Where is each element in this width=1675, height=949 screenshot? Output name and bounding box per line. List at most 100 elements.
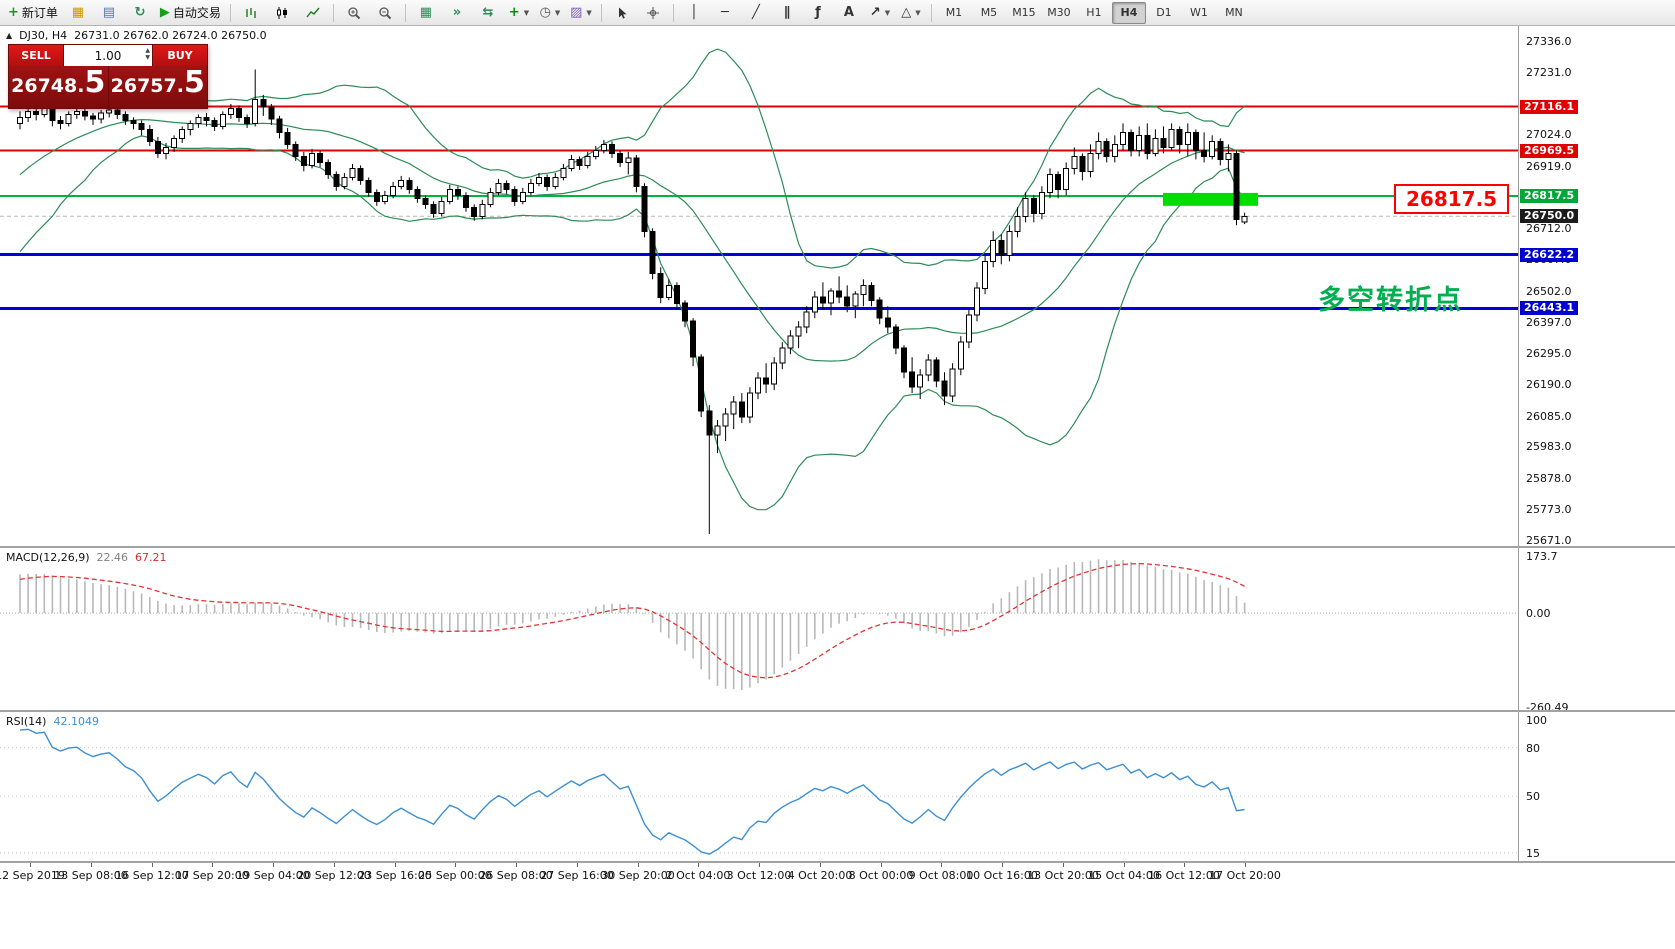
candlestick-chart-canvas[interactable] <box>0 26 1518 546</box>
price-axis-label: 26397.0 <box>1526 316 1572 329</box>
auto-scroll-button[interactable]: » <box>442 2 472 24</box>
shapes-button[interactable]: △ ▼ <box>896 2 926 24</box>
volume-spinner[interactable]: ▲ ▼ <box>145 47 150 61</box>
ohlc-values-label: 26731.0 26762.0 26724.0 26750.0 <box>74 29 267 42</box>
annotation-price-box: 26817.5 <box>1394 184 1510 214</box>
time-axis-tick <box>1002 863 1003 867</box>
fibonacci-button[interactable]: ƒ <box>803 2 833 24</box>
vertical-line-button[interactable]: │ <box>679 2 709 24</box>
time-axis-tick <box>212 863 213 867</box>
data-window-icon: ▤ <box>102 5 116 20</box>
time-axis-tick <box>820 863 821 867</box>
tile-windows-button[interactable]: ▦ <box>411 2 441 24</box>
candlestick-button[interactable] <box>267 2 297 24</box>
sell-button[interactable]: SELL <box>9 45 63 66</box>
price-axis: 27336.027231.027024.026919.026712.026607… <box>1518 26 1675 861</box>
toolbar-separator <box>229 3 231 22</box>
rsi-panel[interactable]: RSI(14) 42.1049 <box>0 712 1518 861</box>
indicators-button[interactable]: + ▼ <box>504 2 534 24</box>
indicators-icon: + <box>508 5 520 20</box>
buy-button[interactable]: BUY <box>153 45 207 66</box>
time-axis-label: 2 Oct 04:00 <box>665 869 731 882</box>
channel-button[interactable]: ∥ <box>772 2 802 24</box>
time-axis-label: 16 Oct 12:00 <box>1148 869 1220 882</box>
sell-price-pips: 5 <box>84 65 106 100</box>
timeframe-h4[interactable]: H4 <box>1111 1 1146 24</box>
timeframe-m15[interactable]: M15 <box>1012 6 1036 19</box>
price-axis-label: 26190.0 <box>1526 378 1572 391</box>
price-chart-panel[interactable]: ▲ DJ30, H4 26731.0 26762.0 26724.0 26750… <box>0 26 1518 546</box>
price-axis-label: 27336.0 <box>1526 35 1572 48</box>
price-axis-label: 25773.0 <box>1526 503 1572 516</box>
toolbar-separator <box>672 3 674 22</box>
time-axis-tick <box>1063 863 1064 867</box>
price-axis-label: 25878.0 <box>1526 472 1572 485</box>
templates-button[interactable]: ▨ ▼ <box>566 2 596 24</box>
macd-label: MACD(12,26,9) 22.46 67.21 <box>6 551 167 564</box>
buy-price[interactable]: 26757. 5 <box>109 66 208 108</box>
one-click-panel-toggle-icon[interactable]: ▲ <box>6 31 13 40</box>
dropdown-caret-icon: ▼ <box>884 8 891 17</box>
bar-chart-button[interactable] <box>236 2 266 24</box>
macd-value: 22.46 <box>96 551 129 564</box>
time-axis-label: 10 Oct 16:00 <box>966 869 1038 882</box>
macd-panel[interactable]: MACD(12,26,9) 22.46 67.21 <box>0 548 1518 710</box>
time-axis-tick <box>395 863 396 867</box>
macd-scale-label: 0.00 <box>1526 607 1551 620</box>
zoom-in-icon <box>348 6 361 19</box>
zoom-out-button[interactable] <box>370 2 400 24</box>
zoom-in-button[interactable] <box>339 2 369 24</box>
time-axis-tick <box>516 863 517 867</box>
trendline-button[interactable]: ╱ <box>741 2 771 24</box>
volume-input[interactable]: 1.00 ▲ ▼ <box>63 45 153 66</box>
price-axis-label: 25671.0 <box>1526 534 1572 547</box>
channel-icon: ∥ <box>783 5 791 20</box>
timeframe-m30[interactable]: M30 <box>1047 6 1071 19</box>
timeframe-d1[interactable]: D1 <box>1156 6 1172 19</box>
macd-chart-canvas[interactable] <box>0 548 1518 710</box>
timeframe-mn[interactable]: MN <box>1225 6 1243 19</box>
spin-down-icon[interactable]: ▼ <box>145 54 150 62</box>
chart-shift-button[interactable]: ⇆ <box>473 2 503 24</box>
horizontal-line-button[interactable]: ─ <box>710 2 740 24</box>
time-axis-label: 30 Sep 20:00 <box>601 869 675 882</box>
time-axis-label: 8 Oct 00:00 <box>848 869 914 882</box>
macd-scale-label: -260.49 <box>1526 701 1569 714</box>
rsi-name: RSI(14) <box>6 715 47 728</box>
price-axis-label: 26712.0 <box>1526 222 1572 235</box>
spin-up-icon[interactable]: ▲ <box>145 47 150 54</box>
autotrade-button[interactable]: ▶ 自动交易 <box>156 2 225 24</box>
candlestick-icon <box>276 6 287 19</box>
crosshair-button[interactable] <box>638 2 668 24</box>
price-axis-label: 27024.0 <box>1526 128 1572 141</box>
timeframe-m5[interactable]: M5 <box>980 6 998 19</box>
time-axis-label: 12 Sep 2019 <box>0 869 65 882</box>
sell-price[interactable]: 26748. 5 <box>9 66 109 108</box>
new-order-button[interactable]: + 新订单 <box>4 2 62 24</box>
crosshair-icon <box>646 6 659 19</box>
time-axis-label: 17 Oct 20:00 <box>1209 869 1281 882</box>
arrows-button[interactable]: ↗ ▼ <box>865 2 895 24</box>
macd-name: MACD(12,26,9) <box>6 551 90 564</box>
new-order-button-label: 新订单 <box>21 6 58 20</box>
autotrade-button-label: 自动交易 <box>172 6 221 20</box>
rsi-chart-canvas[interactable] <box>0 712 1518 861</box>
rsi-scale-label: 80 <box>1526 742 1540 755</box>
timeframe-w1[interactable]: W1 <box>1190 6 1208 19</box>
timeframe-h1[interactable]: H1 <box>1086 6 1102 19</box>
cursor-button[interactable] <box>607 2 637 24</box>
time-axis-label: 16 Sep 12:00 <box>115 869 189 882</box>
dropdown-caret-icon: ▼ <box>554 8 561 17</box>
panel-separator[interactable] <box>0 546 1675 548</box>
line-chart-button[interactable] <box>298 2 328 24</box>
toolbar: + 新订单 ▦ ▤ ↻ ▶ 自动交易 ▦» ⇆ + ▼ ◷ ▼ ▨ ▼ │ ─ ╱ ∥ ƒ A ↗ ▼ △ ▼ M1 M5 M15 M3… <box>0 0 1675 26</box>
timeframe-m1[interactable]: M1 <box>945 6 963 19</box>
market-watch-button[interactable]: ▦ <box>63 2 93 24</box>
text-button[interactable]: A <box>834 2 864 24</box>
rsi-scale-label: 100 <box>1526 714 1547 727</box>
price-axis-label: 26085.0 <box>1526 410 1572 423</box>
panel-separator[interactable] <box>0 710 1675 712</box>
data-window-button[interactable]: ▤ <box>94 2 124 24</box>
navigator-button[interactable]: ↻ <box>125 2 155 24</box>
periods-button[interactable]: ◷ ▼ <box>535 2 565 24</box>
